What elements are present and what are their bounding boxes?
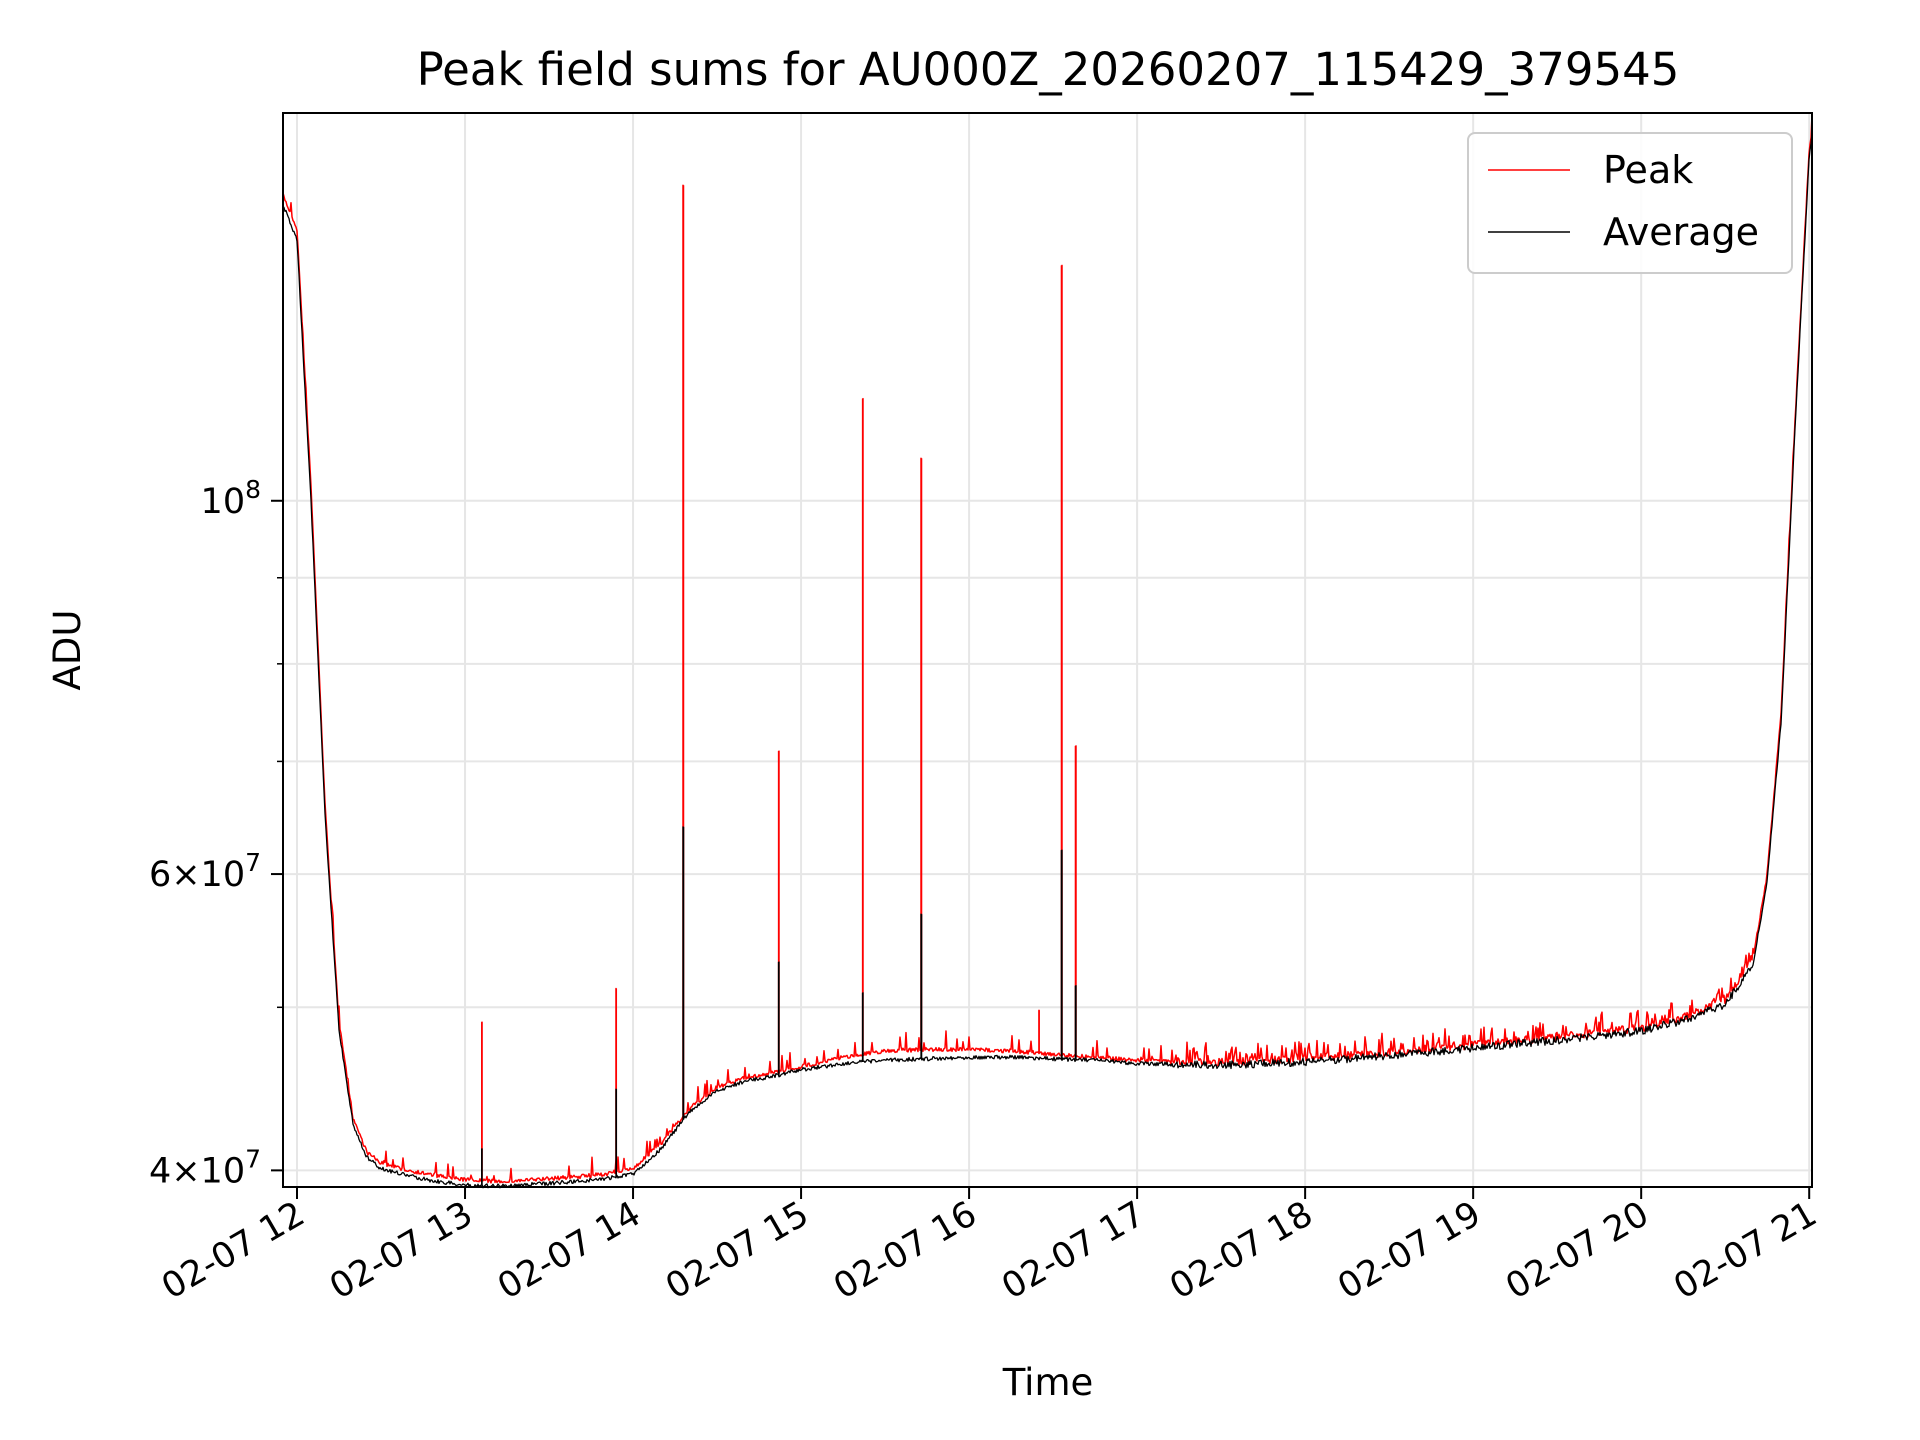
chart-title: Peak field sums for AU000Z_20260207_1154…: [417, 43, 1680, 96]
y-axis: 4×107 6×107 108: [149, 475, 283, 1191]
legend: Peak Average: [1467, 132, 1793, 274]
y-tick-label: 108: [201, 475, 261, 522]
y-axis-label: ADU: [46, 610, 89, 691]
series-area: [282, 114, 1813, 1189]
legend-box: [1467, 132, 1793, 274]
peak-series-line: [282, 114, 1813, 1184]
legend-label-average: Average: [1603, 210, 1759, 254]
x-axis-label: Time: [1002, 1361, 1094, 1404]
y-tick-label: 4×107: [149, 1144, 261, 1191]
grid: [283, 113, 1812, 1187]
plot-frame: [282, 112, 1813, 1188]
y-tick-label: 6×107: [149, 848, 261, 895]
average-series-line: [282, 132, 1813, 1189]
legend-label-peak: Peak: [1603, 148, 1693, 192]
